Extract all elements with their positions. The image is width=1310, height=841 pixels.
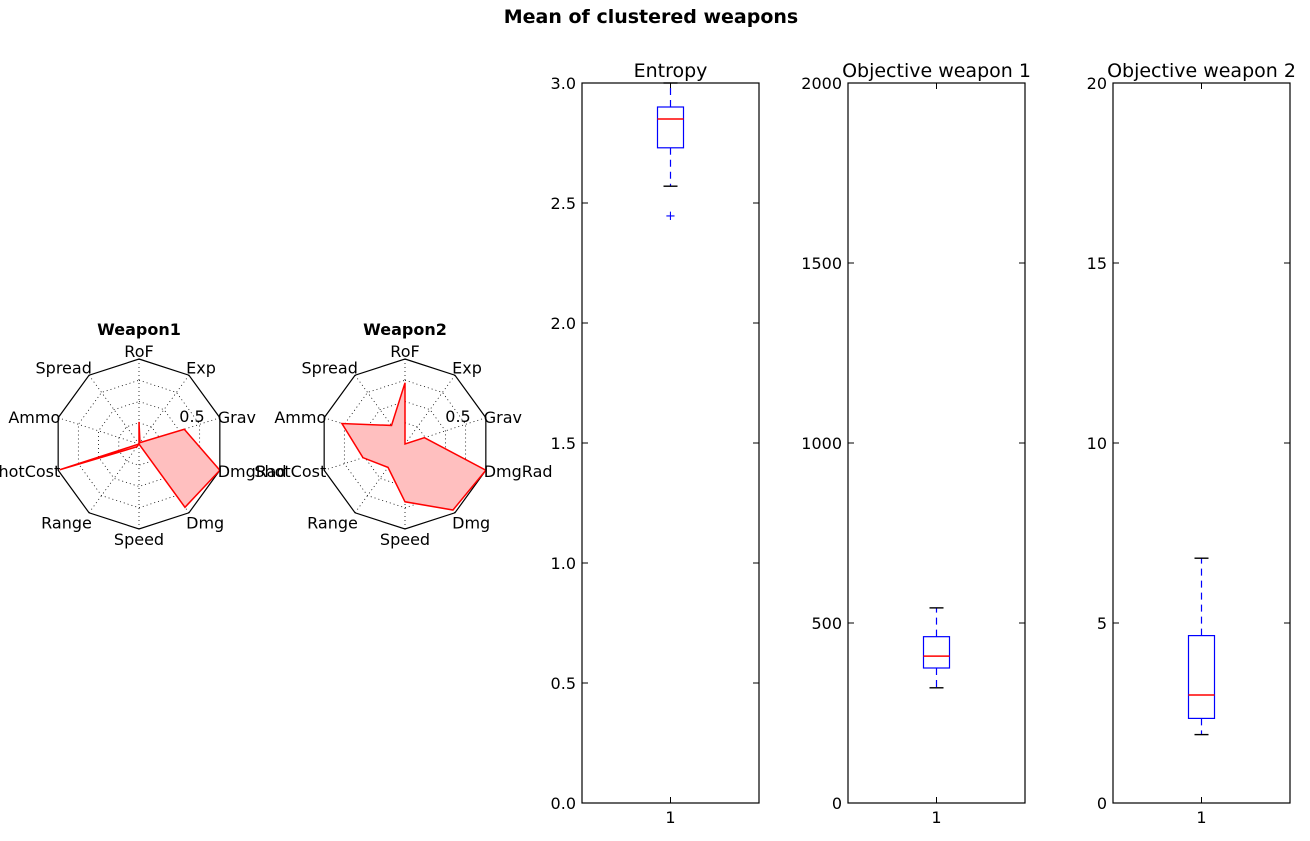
box-objective-weapon-1-box	[924, 637, 950, 668]
box-entropy-ytick-label: 0.0	[551, 794, 576, 813]
box-objective-weapon-2-title: Objective weapon 2	[1107, 60, 1296, 82]
box-objective-weapon-2-ytick-label: 5	[1097, 614, 1107, 633]
radar-weapon1-axis-label-grav: Grav	[218, 408, 256, 427]
box-entropy-ytick-label: 0.5	[551, 674, 576, 693]
box-objective-weapon-2-ytick-label: 20	[1087, 74, 1107, 93]
radar-weapon2-axis-label-exp: Exp	[452, 359, 482, 378]
box-entropy-ytick-label: 3.0	[551, 74, 576, 93]
radar-weapon1-axis-label-dmg: Dmg	[186, 513, 224, 532]
radar-weapon2-area	[342, 383, 486, 510]
box-entropy-flier: +	[665, 209, 676, 224]
radar-weapon1-axis-label-exp: Exp	[186, 359, 216, 378]
box-objective-weapon-2-ytick-label: 15	[1087, 254, 1107, 273]
radar-weapon2-axis-label-range: Range	[307, 513, 358, 532]
radar-weapon2-axis-label-dmgrad: DmgRad	[484, 462, 553, 481]
box-entropy-ytick-label: 1.5	[551, 434, 576, 453]
radar-weapon1-axis-label-spread: Spread	[36, 359, 92, 378]
box-entropy-title: Entropy	[634, 60, 708, 82]
box-entropy-ytick-label: 2.0	[551, 314, 576, 333]
radar-weapon1-axis-label-rof: RoF	[124, 342, 153, 361]
radar-weapon1-ring-label: 0.5	[179, 407, 204, 426]
box-objective-weapon-1-ytick-label: 1500	[801, 254, 842, 273]
box-objective-weapon-1-ytick-label: 500	[811, 614, 842, 633]
box-entropy-box	[658, 107, 684, 148]
box-objective-weapon-1-xtick-label: 1	[931, 808, 941, 827]
box-objective-weapon-1-axes-frame	[848, 83, 1025, 803]
box-objective-weapon-1-ytick-label: 1000	[801, 434, 842, 453]
box-objective-weapon-2-xtick-label: 1	[1196, 808, 1206, 827]
box-objective-weapon-2-ytick-label: 0	[1097, 794, 1107, 813]
figure-title: Mean of clustered weapons	[0, 6, 1302, 28]
box-entropy-ytick-label: 2.5	[551, 194, 576, 213]
box-objective-weapon-1-title: Objective weapon 1	[842, 60, 1031, 82]
radar-weapon1-axis-label-range: Range	[41, 513, 92, 532]
radar-weapon1-axis-label-shotcost: ShotCost	[0, 462, 60, 481]
radar-weapon2-title: Weapon2	[363, 320, 447, 339]
box-entropy-axes-frame	[582, 83, 759, 803]
radar-weapon2-axis-label-dmg: Dmg	[452, 513, 490, 532]
radar-weapon1-axis-label-speed: Speed	[114, 530, 164, 549]
radar-weapon1-title: Weapon1	[97, 320, 181, 339]
radar-weapon2-axis-label-rof: RoF	[390, 342, 419, 361]
box-objective-weapon-1-ytick-label: 2000	[801, 74, 842, 93]
radar-weapon2-axis-label-spread: Spread	[302, 359, 358, 378]
box-objective-weapon-2-ytick-label: 10	[1087, 434, 1107, 453]
box-objective-weapon-2-box	[1189, 636, 1215, 719]
radar-weapon2-axis-label-shotcost: ShotCost	[254, 462, 326, 481]
box-entropy-ytick-label: 1.0	[551, 554, 576, 573]
radar-weapon2-axis-label-ammo: Ammo	[274, 408, 326, 427]
box-objective-weapon-1-ytick-label: 0	[832, 794, 842, 813]
box-entropy-xtick-label: 1	[665, 808, 675, 827]
radar-weapon1-axis-label-ammo: Ammo	[8, 408, 60, 427]
radar-weapon2-ring-label: 0.5	[445, 407, 470, 426]
radar-weapon2-axis-label-speed: Speed	[380, 530, 430, 549]
radar-weapon2-axis-label-grav: Grav	[484, 408, 522, 427]
